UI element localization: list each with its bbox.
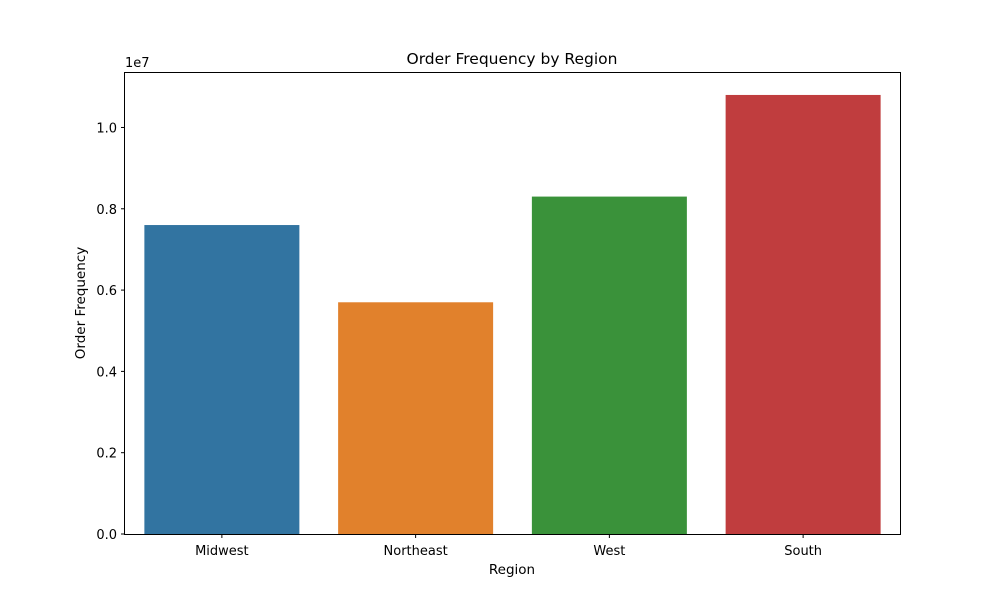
y-tick-label: 0.2 [96, 447, 117, 462]
chart-title: Order Frequency by Region [407, 50, 618, 68]
bar-midwest [144, 225, 300, 534]
y-tick-label: 0.6 [96, 284, 117, 299]
bar-south [725, 94, 881, 534]
bars-group [144, 94, 881, 534]
x-tick-label: Northeast [384, 544, 448, 559]
bar-northeast [338, 302, 494, 534]
y-tick-label: 0.4 [96, 365, 117, 380]
x-tick-label: South [784, 544, 822, 559]
x-tick-label: West [593, 544, 625, 559]
x-tick-label: Midwest [195, 544, 249, 559]
y-tick-label: 1.0 [96, 121, 117, 136]
plot-frame [124, 72, 901, 535]
y-axis-label: Order Frequency [73, 247, 89, 359]
y-axis: 0.0 0.2 0.4 0.6 0.8 1.0 [96, 121, 125, 543]
y-tick-label: 0.0 [96, 528, 117, 543]
y-tick-label: 0.8 [96, 203, 117, 218]
x-axis: Midwest Northeast West South [195, 534, 822, 559]
x-axis-label: Region [489, 562, 535, 578]
y-axis-offset-label: 1e7 [125, 56, 150, 71]
bar-west [531, 196, 687, 534]
